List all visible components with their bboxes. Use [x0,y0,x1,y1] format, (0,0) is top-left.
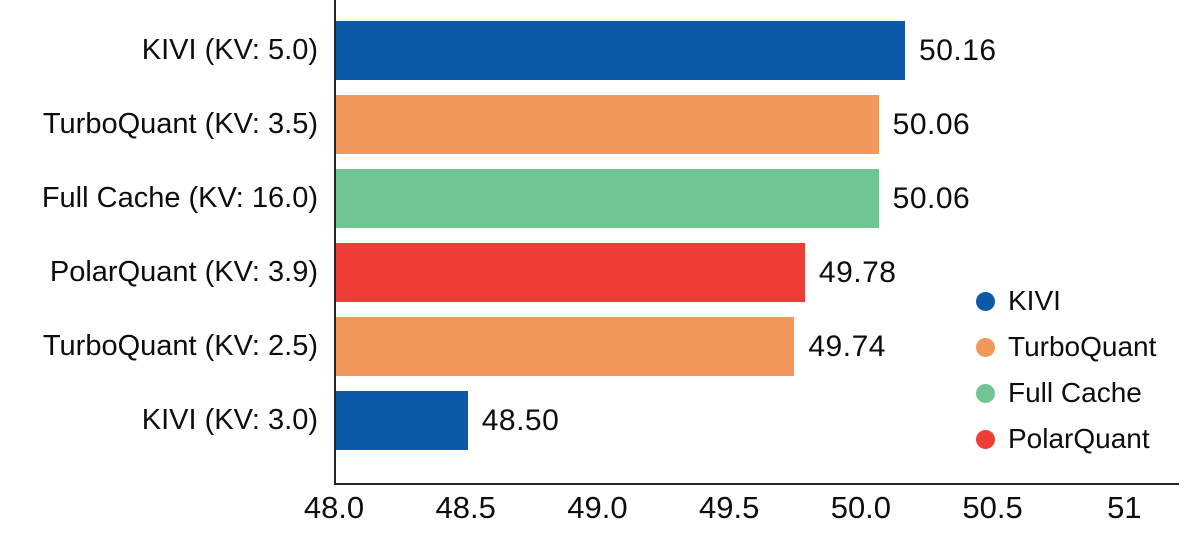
category-label: TurboQuant (KV: 2.5) [42,330,318,362]
x-axis-ticks: 48.0 48.5 49.0 49.5 50.0 50.5 51 [304,490,1177,530]
legend-dot-icon [976,337,995,357]
category-label: KIVI (KV: 3.0) [141,404,318,436]
bar-value-label: 49.74 [808,329,886,363]
bar-turboquant [336,95,879,154]
legend-label: Full Cache [1008,377,1142,408]
legend-dot-icon [976,383,995,403]
bar-row: 49.74 [336,317,1179,376]
bar-kivi [336,391,468,450]
x-tick-label: 51 [1107,490,1142,525]
legend-dot-icon [976,291,995,311]
bar-row: 48.50 [336,391,1179,450]
bar-row: 50.06 [336,95,1179,154]
bar-value-label: 50.06 [892,181,971,215]
x-tick-label: 49.0 [567,490,628,525]
legend-entry-kivi: KIVI [976,278,1156,324]
legend-entry-full-cache: Full Cache [976,370,1156,416]
legend-entry-polarquant: PolarQuant [976,416,1156,462]
legend: KIVI TurboQuant Full Cache PolarQuant [976,278,1156,462]
bar-value-label: 50.06 [892,107,971,141]
legend-entry-turboquant: TurboQuant [976,324,1156,370]
bar-value-label: 48.50 [481,403,560,437]
legend-label: PolarQuant [1008,423,1150,454]
bar-row: 49.78 [336,243,1179,302]
bar-kivi [336,21,906,80]
bar-value-label: 50.16 [919,33,997,67]
x-tick-label: 48.5 [435,490,496,525]
category-label: KIVI (KV: 5.0) [141,34,318,66]
legend-dot-icon [976,429,995,449]
legend-label: TurboQuant [1008,331,1157,362]
bar-turboquant [336,317,795,376]
x-tick-label: 49.5 [698,490,760,525]
category-label: TurboQuant (KV: 3.5) [42,108,318,140]
bar-full-cache [336,169,879,228]
legend-label: KIVI [1008,285,1061,316]
x-tick-label: 48.0 [303,490,365,525]
bar-row: 50.16 [336,21,1179,80]
bar-polarquant [336,243,805,302]
bar-row: 50.06 [336,169,1179,228]
x-tick-label: 50.0 [830,490,892,525]
plot-area: 50.16 50.06 50.06 49.78 49.74 48.50 [334,0,1179,485]
category-label: Full Cache (KV: 16.0) [41,182,318,214]
y-axis-labels: KIVI (KV: 5.0) TurboQuant (KV: 3.5) Full C… [0,0,318,483]
category-label: PolarQuant (KV: 3.9) [49,256,318,288]
x-tick-label: 50.5 [962,490,1023,525]
bar-value-label: 49.78 [818,255,897,289]
